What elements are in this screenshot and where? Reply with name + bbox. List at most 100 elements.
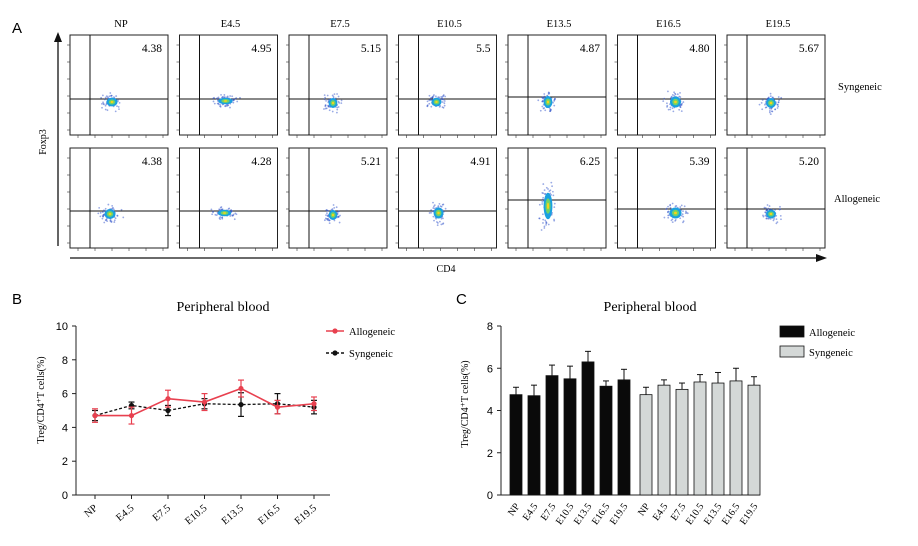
event-dot bbox=[105, 95, 108, 98]
event-dot bbox=[331, 94, 334, 97]
event-dot bbox=[117, 98, 119, 101]
x-tick-label: E13.5 bbox=[220, 503, 246, 527]
event-dot bbox=[777, 96, 780, 98]
x-tick-label: E10.5 bbox=[684, 501, 707, 527]
event-dot bbox=[776, 221, 779, 224]
density-peak bbox=[435, 100, 438, 104]
legend-label: Syngeneic bbox=[349, 349, 393, 360]
event-dot bbox=[441, 106, 444, 109]
event-dot bbox=[97, 212, 100, 215]
flow-plot-frame bbox=[726, 34, 826, 136]
event-dot bbox=[335, 206, 338, 209]
event-dot bbox=[231, 95, 234, 98]
event-dot bbox=[683, 205, 686, 208]
event-dot bbox=[771, 96, 774, 99]
event-dot bbox=[554, 97, 556, 100]
event-dot bbox=[212, 210, 215, 213]
event-dot bbox=[333, 206, 336, 209]
flow-percentage: 5.15 bbox=[361, 43, 381, 55]
flow-plot-frame bbox=[507, 147, 607, 249]
event-dot bbox=[769, 92, 772, 95]
flow-plot-frame bbox=[726, 147, 826, 249]
y-tick-label: 0 bbox=[62, 490, 68, 502]
density-peak bbox=[331, 213, 335, 217]
event-dot bbox=[541, 213, 544, 216]
flow-percentage: 5.39 bbox=[689, 156, 709, 168]
event-dot bbox=[433, 207, 436, 210]
x-tick-label: E4.5 bbox=[651, 501, 671, 523]
event-dot bbox=[431, 96, 434, 99]
event-dot bbox=[337, 100, 340, 103]
event-dot bbox=[543, 227, 546, 229]
event-dot bbox=[444, 95, 447, 98]
event-dot bbox=[779, 205, 781, 208]
y-tick-label: 4 bbox=[487, 406, 493, 418]
event-dot bbox=[548, 190, 551, 192]
x-tick-label: E19.5 bbox=[608, 501, 631, 527]
foxp3-axis-arrow bbox=[54, 32, 62, 42]
event-dot bbox=[221, 216, 224, 219]
y-tick-label: 0 bbox=[487, 490, 493, 502]
event-dot bbox=[681, 102, 683, 105]
legend-label: Syngeneic bbox=[809, 348, 853, 359]
event-dot bbox=[441, 101, 444, 103]
event-dot bbox=[338, 210, 340, 213]
event-dot bbox=[229, 215, 232, 217]
event-dot bbox=[768, 205, 771, 207]
event-dot bbox=[332, 204, 335, 206]
data-point bbox=[165, 407, 171, 414]
event-dot bbox=[442, 217, 444, 220]
cd4-axis-arrow bbox=[816, 254, 827, 262]
event-dot bbox=[543, 225, 546, 228]
event-dot bbox=[328, 222, 331, 225]
x-tick-label: E10.5 bbox=[183, 503, 209, 527]
event-dot bbox=[325, 100, 327, 102]
event-dot bbox=[545, 223, 548, 226]
event-dot bbox=[551, 185, 553, 188]
event-dot bbox=[777, 105, 780, 108]
event-dot bbox=[680, 204, 683, 207]
event-dot bbox=[550, 181, 553, 184]
x-tick-label: E4.5 bbox=[114, 503, 136, 524]
legend-swatch bbox=[779, 325, 805, 338]
event-dot bbox=[780, 96, 783, 99]
event-dot bbox=[776, 103, 779, 106]
event-dot bbox=[537, 99, 540, 102]
y-tick-label: 2 bbox=[487, 448, 493, 460]
flow-plot-frame bbox=[69, 34, 169, 136]
event-dot bbox=[764, 211, 767, 214]
x-tick-label: E16.5 bbox=[256, 503, 282, 527]
bar bbox=[693, 381, 707, 496]
event-dot bbox=[443, 102, 446, 105]
event-dot bbox=[108, 95, 111, 98]
event-dot bbox=[336, 106, 339, 109]
flow-column-header: NP bbox=[114, 19, 128, 30]
flow-percentage: 4.38 bbox=[142, 43, 162, 55]
event-dot bbox=[679, 91, 681, 94]
event-dot bbox=[239, 96, 241, 99]
event-dot bbox=[552, 194, 555, 197]
event-dot bbox=[538, 203, 541, 206]
event-dot bbox=[113, 219, 116, 222]
event-dot bbox=[674, 218, 677, 221]
event-dot bbox=[219, 104, 222, 106]
event-dot bbox=[553, 218, 555, 221]
event-dot bbox=[235, 97, 238, 99]
data-point bbox=[128, 412, 135, 419]
legend-label: Allogeneic bbox=[809, 328, 855, 339]
event-dot bbox=[99, 211, 102, 214]
line-chart: 0 2 4 6 8 10 NP E4.5 E7.5 E10.5 E13.5 E16.5 E19.5 All… bbox=[56, 321, 396, 527]
density-peak bbox=[769, 101, 773, 105]
event-dot bbox=[549, 108, 552, 110]
event-dot bbox=[553, 104, 556, 107]
event-dot bbox=[669, 106, 672, 109]
bar-chart-title: Peripheral blood bbox=[604, 300, 697, 315]
bar bbox=[509, 394, 523, 496]
event-dot bbox=[229, 106, 231, 109]
event-dot bbox=[323, 94, 326, 97]
event-dot bbox=[682, 101, 685, 103]
line-chart-title: Peripheral blood bbox=[177, 300, 270, 315]
density-peak bbox=[110, 100, 114, 104]
event-dot bbox=[118, 108, 120, 111]
